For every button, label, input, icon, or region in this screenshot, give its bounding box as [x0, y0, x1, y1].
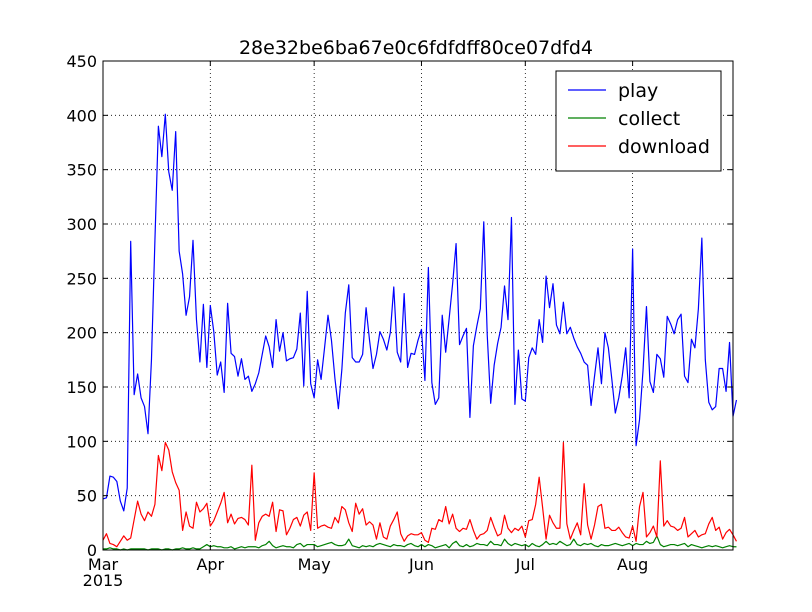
plot-frame — [102, 60, 734, 551]
x-tick-label: Mar — [88, 555, 119, 574]
series-line-download — [102, 441, 737, 548]
series-line-play — [102, 113, 738, 512]
x-tick-label: Aug — [617, 555, 648, 574]
x-tick-label: Jun — [408, 555, 434, 574]
y-tick-label: 300 — [66, 215, 97, 234]
x-tick-sublabel: 2015 — [83, 571, 124, 590]
y-tick-label: 350 — [66, 161, 97, 180]
legend-box — [555, 70, 722, 172]
y-tick-label: 100 — [66, 432, 97, 451]
y-tick-label: 200 — [66, 324, 97, 343]
y-tick-label: 50 — [77, 487, 97, 506]
chart-title: 28e32be6ba67e0c6fdfdff80ce07dfd4 — [239, 37, 593, 59]
y-tick-label: 0 — [87, 541, 97, 560]
series-lines — [102, 113, 738, 551]
y-tick-label: 250 — [66, 269, 97, 288]
y-tick-label: 150 — [66, 378, 97, 397]
x-tick-label: Apr — [196, 555, 224, 574]
x-tick-label: May — [298, 555, 331, 574]
legend-label-collect: collect — [618, 108, 680, 130]
series-line-collect — [103, 535, 737, 551]
y-tick-label: 450 — [66, 52, 97, 71]
x-tick-label: Jul — [515, 555, 535, 574]
legend-label-download: download — [618, 136, 710, 158]
legend-label-play: play — [618, 80, 658, 102]
y-tick-label: 400 — [66, 106, 97, 125]
legend: play collect download — [555, 70, 722, 172]
